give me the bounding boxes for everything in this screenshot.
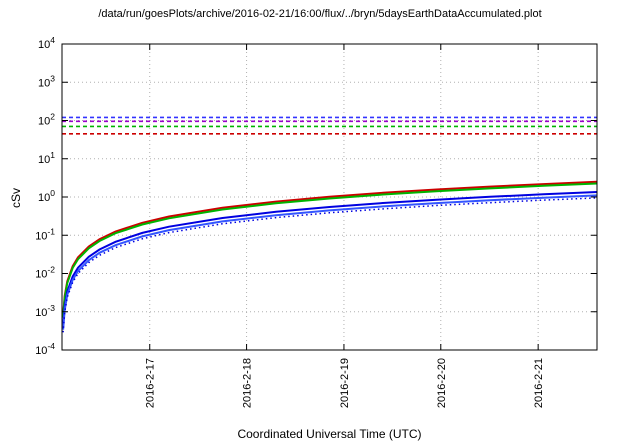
y-tick-label: 10-2: [35, 265, 55, 281]
y-tick-label: 102: [38, 112, 55, 128]
accumulated-dose-red: [62, 180, 598, 316]
accumulated-dose-blue-upper: [62, 191, 598, 327]
chart-title: /data/run/goesPlots/archive/2016-02-21/1…: [98, 8, 542, 20]
accumulated-dose-blue-lower: [62, 194, 598, 330]
x-axis-label: Coordinated Universal Time (UTC): [237, 427, 422, 441]
x-tick-label: 2016-2-19: [339, 358, 351, 408]
y-tick-label: 101: [38, 150, 55, 166]
y-tick-label: 100: [38, 188, 55, 204]
y-tick-label: 104: [38, 35, 55, 51]
y-tick-label: 103: [38, 73, 55, 89]
x-tick-label: 2016-2-17: [145, 358, 157, 408]
accumulated-dose-green: [62, 182, 598, 318]
y-tick-label: 10-1: [35, 226, 55, 242]
y-tick-label: 10-3: [35, 303, 55, 319]
x-tick-label: 2016-2-18: [242, 358, 254, 408]
accumulated-dose-blue-dotted: [62, 197, 598, 333]
x-tick-label: 2016-2-20: [436, 358, 448, 408]
y-tick-label: 10-4: [35, 341, 55, 357]
y-axis-label: cSv: [9, 188, 23, 209]
x-tick-label: 2016-2-21: [533, 358, 545, 408]
